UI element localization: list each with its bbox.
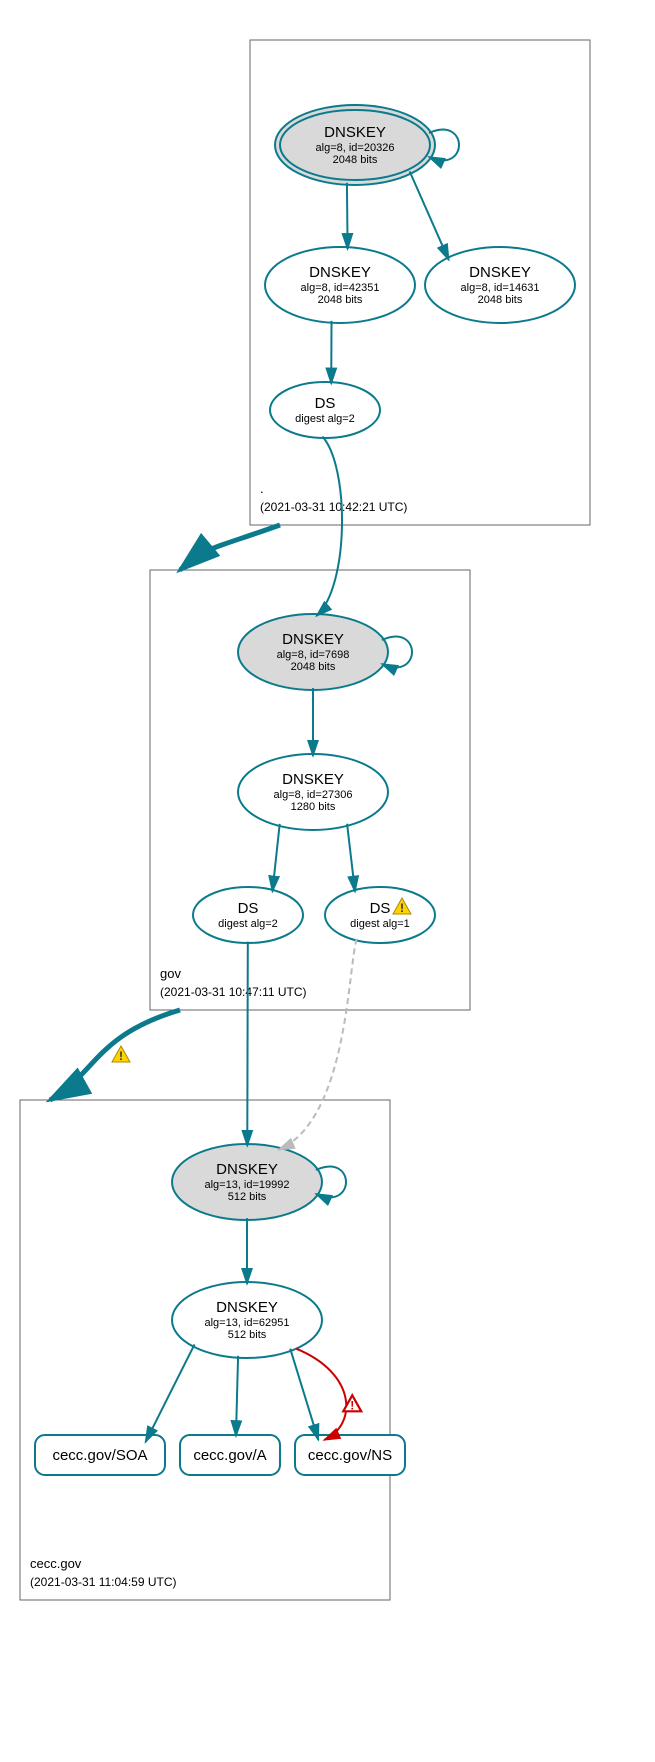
edge xyxy=(347,183,348,249)
node-title-root_ds: DS xyxy=(315,395,336,412)
svg-text:digest alg=1: digest alg=1 xyxy=(350,918,410,930)
svg-text:alg=13, id=19992: alg=13, id=19992 xyxy=(204,1179,289,1191)
edge-deleg xyxy=(50,1010,180,1100)
svg-text:alg=8, id=14631: alg=8, id=14631 xyxy=(461,282,540,294)
edge xyxy=(236,1356,238,1436)
node-title-root_zsk1: DNSKEY xyxy=(309,264,371,281)
node-label-cecc_soa: cecc.gov/SOA xyxy=(52,1447,147,1464)
node-title-root_zsk2: DNSKEY xyxy=(469,264,531,281)
edge xyxy=(347,824,355,892)
zone-time-gov: (2021-03-31 10:47:11 UTC) xyxy=(160,985,307,999)
zone-label-gov: gov xyxy=(160,966,181,981)
svg-text:alg=8, id=27306: alg=8, id=27306 xyxy=(274,789,353,801)
svg-text:!: ! xyxy=(400,901,404,915)
edge xyxy=(145,1344,194,1442)
svg-text:2048 bits: 2048 bits xyxy=(291,661,336,673)
node-title-root_ksk: DNSKEY xyxy=(324,124,386,141)
svg-text:!: ! xyxy=(350,1398,354,1412)
node-title-gov_ds2: DS xyxy=(370,900,391,917)
node-label-cecc_a: cecc.gov/A xyxy=(193,1447,266,1464)
svg-text:alg=8, id=20326: alg=8, id=20326 xyxy=(316,142,395,154)
svg-text:alg=13, id=62951: alg=13, id=62951 xyxy=(204,1317,289,1329)
svg-text:digest alg=2: digest alg=2 xyxy=(218,918,278,930)
node-title-gov_zsk: DNSKEY xyxy=(282,771,344,788)
edge xyxy=(290,1349,318,1440)
node-label-cecc_ns: cecc.gov/NS xyxy=(308,1447,392,1464)
zone-label-cecc: cecc.gov xyxy=(30,1556,82,1571)
svg-text:512 bits: 512 bits xyxy=(228,1191,267,1203)
node-title-cecc_ksk: DNSKEY xyxy=(216,1161,278,1178)
svg-text:1280 bits: 1280 bits xyxy=(291,801,336,813)
svg-text:2048 bits: 2048 bits xyxy=(318,294,363,306)
zone-time-cecc: (2021-03-31 11:04:59 UTC) xyxy=(30,1575,177,1589)
svg-text:alg=8, id=42351: alg=8, id=42351 xyxy=(301,282,380,294)
edge xyxy=(279,939,357,1150)
zone-time-root: (2021-03-31 10:42:21 UTC) xyxy=(260,500,407,514)
edge-deleg xyxy=(180,525,280,570)
edge xyxy=(410,171,449,260)
svg-text:2048 bits: 2048 bits xyxy=(478,294,523,306)
edge xyxy=(247,942,248,1146)
svg-text:512 bits: 512 bits xyxy=(228,1329,267,1341)
node-title-gov_ksk: DNSKEY xyxy=(282,631,344,648)
svg-text:!: ! xyxy=(119,1049,123,1063)
edge xyxy=(272,824,279,892)
edge xyxy=(317,437,342,616)
node-title-gov_ds1: DS xyxy=(238,900,259,917)
zone-label-root: . xyxy=(260,481,264,496)
dnssec-diagram: . (2021-03-31 10:42:21 UTC) gov (2021-03-31… xyxy=(10,10,655,1752)
svg-text:alg=8, id=7698: alg=8, id=7698 xyxy=(277,649,350,661)
node-title-cecc_zsk: DNSKEY xyxy=(216,1299,278,1316)
svg-text:digest alg=2: digest alg=2 xyxy=(295,413,355,425)
svg-text:2048 bits: 2048 bits xyxy=(333,154,378,166)
